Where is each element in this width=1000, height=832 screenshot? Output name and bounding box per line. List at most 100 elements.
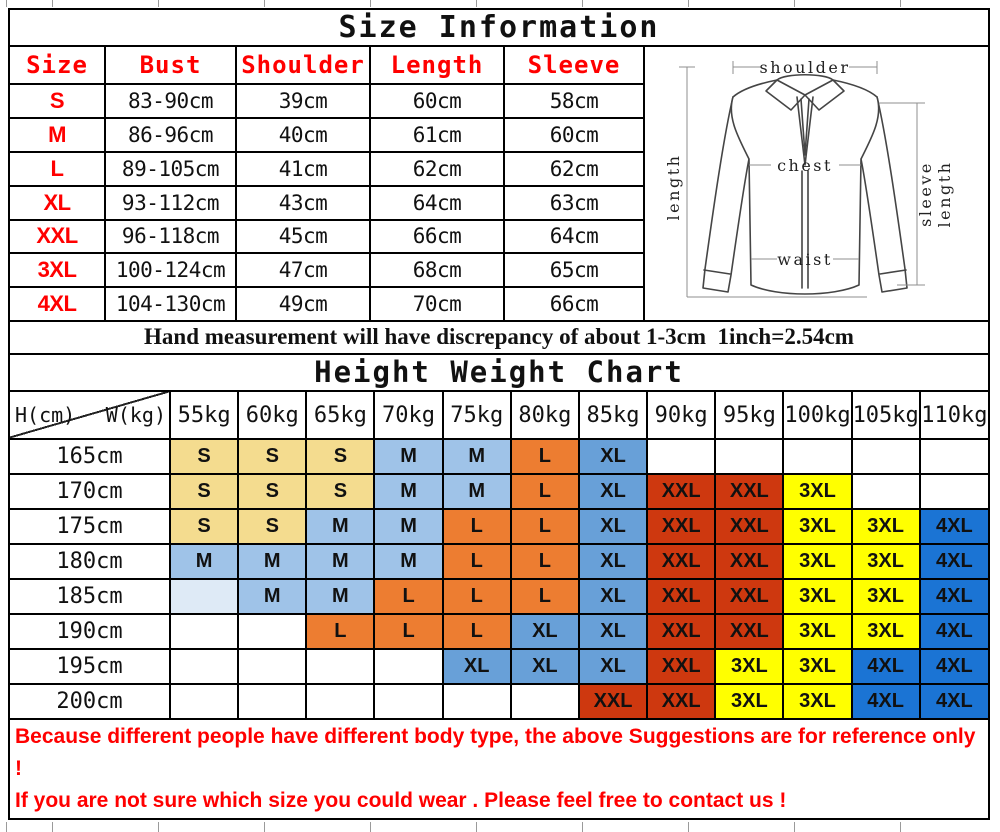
size-cell-xl: XL: [577, 578, 649, 616]
size-cell-s: S: [305, 473, 376, 511]
size-cell-s: S: [237, 473, 308, 511]
weight-header: 105kg: [850, 392, 921, 440]
size-table-header: Shoulder: [235, 47, 371, 85]
size-cell-xxl: XXL: [646, 543, 717, 581]
size-cell-xxl: XXL: [714, 578, 785, 616]
size-cell-xxl: XXL: [714, 508, 785, 546]
weight-header: 55kg: [168, 392, 240, 440]
size-cell-empty: [646, 437, 717, 476]
size-cell-empty: [305, 648, 376, 686]
size-cell-l: L: [441, 578, 512, 616]
height-label: 180cm: [10, 543, 171, 581]
size-table-row: M 86-96cm 40cm 61cm 60cm: [10, 116, 643, 153]
hw-row: 200cm XXL XXL 3XL 3XL 4XL 4XL: [10, 683, 988, 718]
weight-header: 100kg: [782, 392, 853, 440]
weight-header: 85kg: [577, 392, 649, 440]
size-value: 86-96cm: [104, 116, 237, 153]
chest-label: chest: [777, 156, 833, 175]
size-label: 3XL: [10, 252, 106, 289]
size-cell-4xl: 4XL: [850, 648, 921, 686]
size-value: 93-112cm: [104, 184, 237, 221]
hw-row: 175cm S S M M L L XL XXL XXL 3XL 3XL 4XL: [10, 508, 988, 546]
size-value: 63cm: [503, 184, 643, 221]
height-weight-chart-title: Height Weight Chart: [10, 355, 988, 392]
size-cell-xl: XL: [441, 648, 512, 686]
size-cell-l: L: [441, 543, 512, 581]
waist-label: waist: [777, 250, 833, 269]
size-value: 60cm: [503, 116, 643, 153]
size-cell-xl: XL: [577, 508, 649, 546]
size-cell-empty: [373, 648, 444, 686]
size-cell-xxl: XXL: [714, 543, 785, 581]
size-table-row: XL 93-112cm 43cm 64cm 63cm: [10, 184, 643, 221]
size-value: 89-105cm: [104, 150, 237, 187]
hw-row: 165cm S S S M M L XL: [10, 437, 988, 476]
size-cell-empty: [237, 613, 308, 651]
size-cell-empty: [782, 437, 853, 476]
shirt-diagram-panel: shoulder chest waist length sleeve lengt…: [643, 47, 988, 320]
size-cell-m: M: [373, 508, 444, 546]
size-cell-m: M: [305, 578, 376, 616]
size-table-body: S 83-90cm 39cm 60cm 58cm M 86-96cm 40cm 61cm 60cm…: [10, 83, 643, 320]
size-cell-3xl: 3XL: [782, 613, 853, 651]
size-cell-3xl: 3XL: [782, 648, 853, 686]
size-cell-m: M: [373, 437, 444, 476]
size-label: 4XL: [10, 286, 106, 320]
size-table-row: L 89-105cm 41cm 62cm 62cm: [10, 150, 643, 187]
size-value: 45cm: [235, 218, 371, 255]
size-cell-xxl: XXL: [646, 613, 717, 651]
size-value: 43cm: [235, 184, 371, 221]
size-cell-m: M: [373, 473, 444, 511]
size-cell-empty: [168, 648, 240, 686]
size-cell-xxl: XXL: [577, 683, 649, 718]
weight-header: 80kg: [509, 392, 580, 440]
size-value: 96-118cm: [104, 218, 237, 255]
size-cell-s: S: [305, 437, 376, 476]
size-value: 100-124cm: [104, 252, 237, 289]
size-label: L: [10, 150, 106, 187]
size-label: XXL: [10, 218, 106, 255]
weight-header: 65kg: [305, 392, 376, 440]
size-table-row: 4XL 104-130cm 49cm 70cm 66cm: [10, 286, 643, 320]
hw-row: 190cm L L L XL XL XXL XXL 3XL 3XL 4XL: [10, 613, 988, 651]
size-cell-xl: XL: [577, 543, 649, 581]
size-value: 60cm: [369, 83, 505, 119]
height-label: 185cm: [10, 578, 171, 616]
size-cell-xxl: XXL: [646, 683, 717, 718]
dimension-lines: [679, 61, 925, 298]
size-cell-s: S: [168, 473, 240, 511]
hw-row: 170cm S S S M M L XL XXL XXL 3XL: [10, 473, 988, 511]
size-value: 58cm: [503, 83, 643, 119]
size-cell-l: L: [441, 613, 512, 651]
size-cell-4xl: 4XL: [918, 543, 988, 581]
size-cell-m: M: [305, 508, 376, 546]
size-value: 62cm: [503, 150, 643, 187]
size-cell-3xl: 3XL: [782, 508, 853, 546]
weight-header-row: H(cm) W(kg) 55kg 60kg 65kg 70kg 75kg 80kg 85kg…: [10, 392, 988, 440]
size-cell-4xl: 4XL: [918, 613, 988, 651]
size-cell-xxl: XXL: [646, 578, 717, 616]
size-cell-4xl: 4XL: [918, 578, 988, 616]
size-cell-4xl: 4XL: [918, 508, 988, 546]
size-table-row: 3XL 100-124cm 47cm 68cm 65cm: [10, 252, 643, 289]
hw-row: 185cm M M L L L XL XXL XXL 3XL 3XL 4XL: [10, 578, 988, 616]
size-cell-3xl: 3XL: [850, 508, 921, 546]
height-label: 175cm: [10, 508, 171, 546]
upper-section: Size Bust Shoulder Length Sleeve S 83-90cm 39c…: [10, 47, 988, 322]
bottom-grid-strip: [0, 822, 1000, 832]
size-cell-xxl: XXL: [646, 648, 717, 686]
size-cell-xl: XL: [509, 613, 580, 651]
height-weight-table-wrap: H(cm) W(kg) 55kg 60kg 65kg 70kg 75kg 80kg 85kg…: [10, 392, 988, 720]
size-cell-xxl: XXL: [714, 613, 785, 651]
size-cell-empty: [714, 437, 785, 476]
height-label: 170cm: [10, 473, 171, 511]
weight-header: 60kg: [237, 392, 308, 440]
size-cell-l: L: [441, 508, 512, 546]
size-table-wrap: Size Bust Shoulder Length Sleeve S 83-90cm 39c…: [10, 47, 643, 320]
size-value: 70cm: [369, 286, 505, 320]
disclaimer-box: Because different people have different …: [10, 720, 988, 818]
size-table-header: Size: [10, 47, 106, 85]
height-label: 195cm: [10, 648, 171, 686]
shoulder-label: shoulder: [760, 58, 851, 77]
size-value: 83-90cm: [104, 83, 237, 119]
